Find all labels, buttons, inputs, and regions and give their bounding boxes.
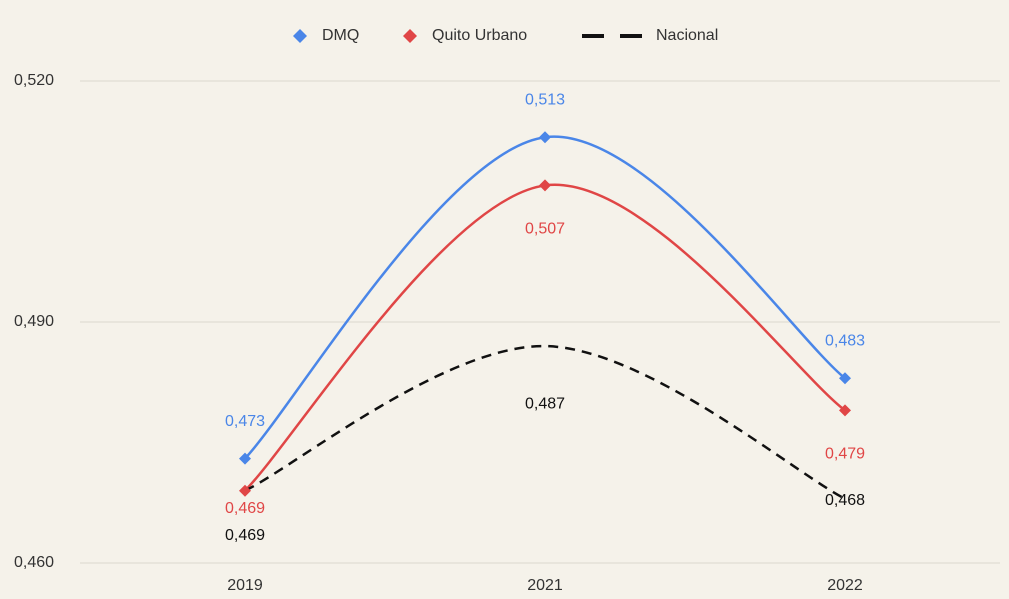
legend-marker (403, 29, 417, 43)
data-label: 0,468 (825, 492, 865, 509)
marker (539, 131, 551, 144)
legend-label: DMQ (322, 27, 359, 44)
data-label: 0,469 (225, 500, 265, 517)
data-label: 0,507 (525, 221, 565, 238)
marker (839, 372, 851, 385)
marker (539, 179, 551, 192)
data-label: 0,487 (525, 395, 565, 412)
x-tick-label: 2021 (527, 577, 563, 594)
marker (839, 404, 851, 417)
x-tick-label: 2019 (227, 577, 263, 594)
data-label: 0,473 (225, 413, 265, 430)
data-label: 0,483 (825, 332, 865, 349)
data-label: 0,513 (525, 91, 565, 108)
data-label: 0,469 (225, 527, 265, 544)
series-line (244, 344, 846, 500)
y-tick-label: 0,460 (14, 554, 54, 571)
legend-label: Quito Urbano (432, 27, 527, 44)
x-tick-label: 2022 (827, 577, 863, 594)
legend: DMQ Quito Urbano Nacional (293, 27, 718, 44)
legend-marker (293, 29, 307, 43)
y-tick-label: 0,490 (14, 313, 54, 330)
legend-label: Nacional (656, 27, 718, 44)
data-label: 0,479 (825, 446, 865, 463)
marker (239, 452, 251, 465)
marker (239, 484, 251, 497)
y-tick-label: 0,520 (14, 72, 54, 89)
